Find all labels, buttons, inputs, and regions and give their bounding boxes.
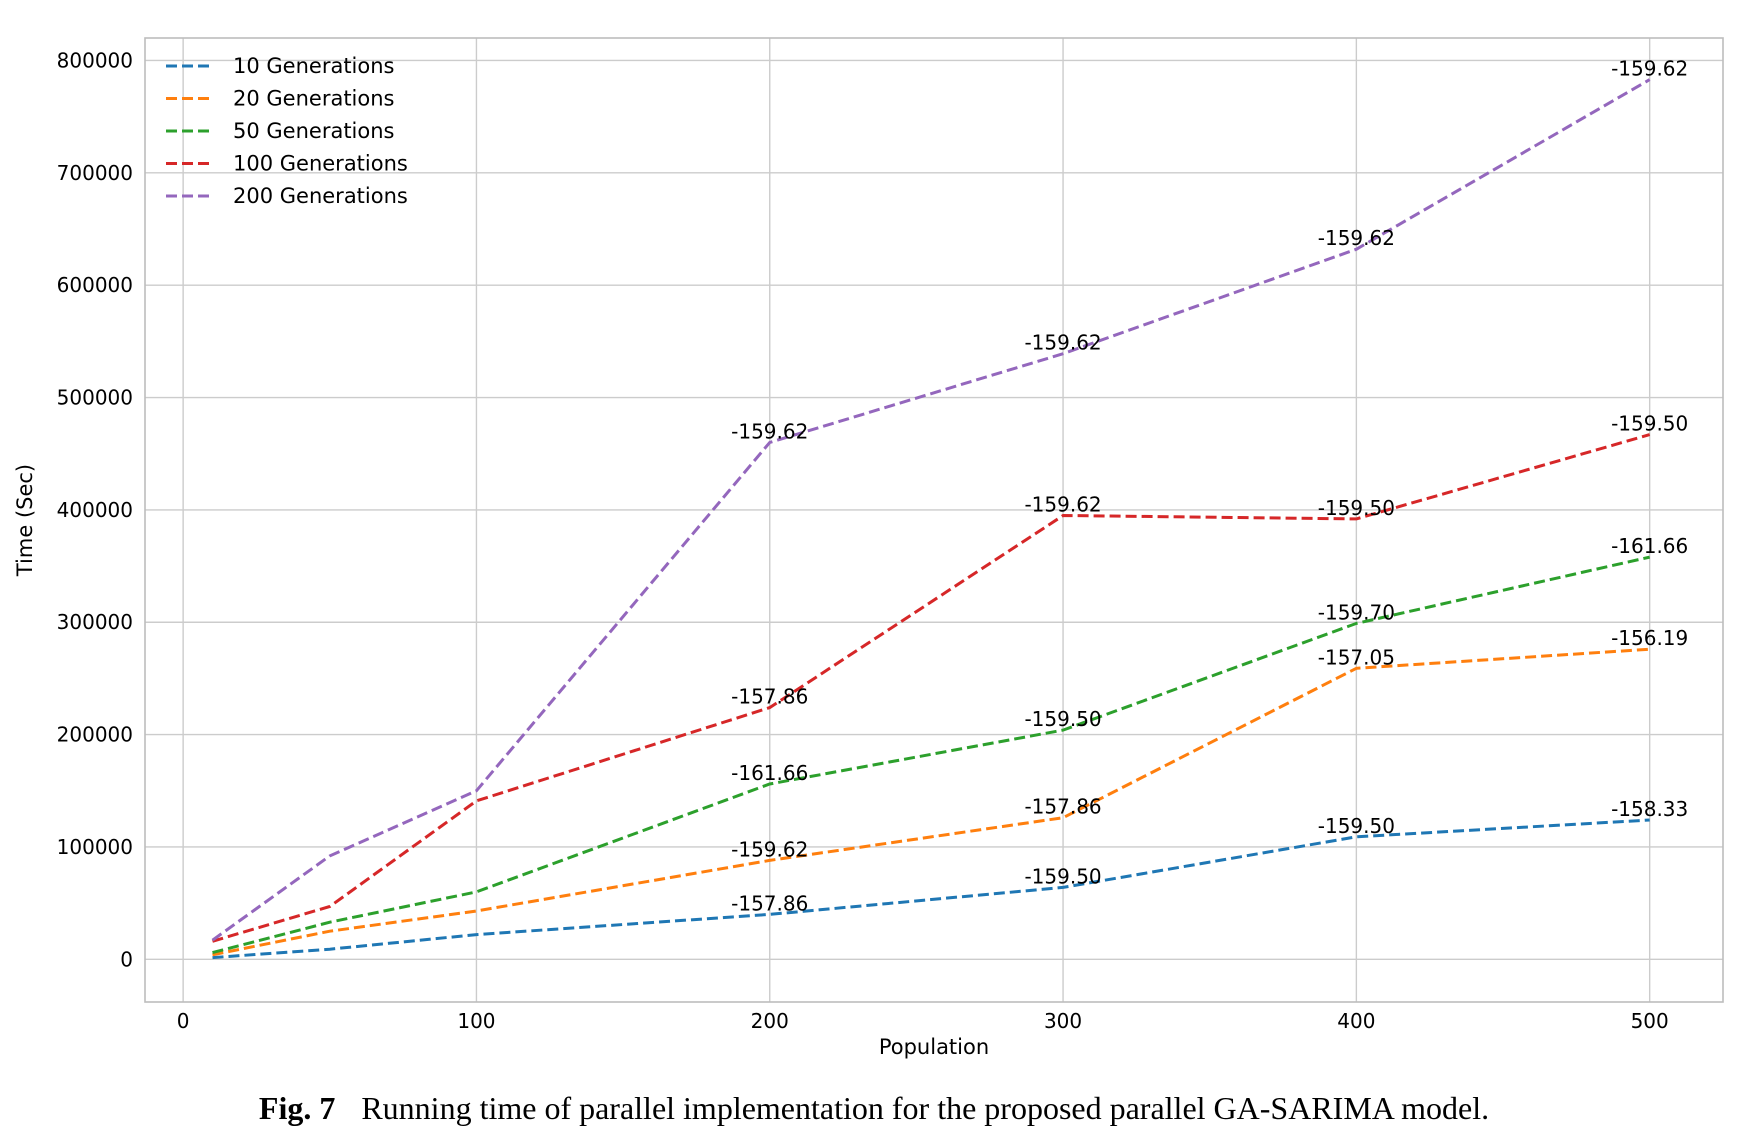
- series-line-1: [212, 818, 1650, 960]
- data-label: -159.62: [731, 419, 808, 443]
- data-label: -159.50: [1024, 707, 1101, 731]
- y-tick-label: 700000: [57, 161, 133, 185]
- y-tick-labels: 0 100000 200000 300000 400000 500000 600000 700…: [57, 48, 133, 971]
- plot-background: [145, 38, 1723, 1002]
- x-tick-label: 400: [1337, 1009, 1375, 1033]
- data-label: -159.50: [1318, 814, 1395, 838]
- legend: 10 Generations 20 Generations 50 Generatio…: [166, 54, 408, 208]
- data-annotations: -157.86 -159.50 -159.50 -158.33 -159.62 -157.…: [731, 57, 1688, 916]
- x-tick-label: 500: [1631, 1009, 1669, 1033]
- data-label: -159.50: [1318, 496, 1395, 520]
- x-tick-label: 0: [177, 1009, 190, 1033]
- data-label: -156.19: [1611, 626, 1688, 650]
- series-line-2: [212, 647, 1650, 957]
- figure-caption-label: Fig. 7: [258, 1090, 336, 1126]
- y-tick-label: 300000: [57, 610, 133, 634]
- y-tick-label: 100000: [57, 835, 133, 859]
- y-tick-label: 0: [120, 947, 133, 971]
- x-axis-label: Population: [879, 1035, 989, 1059]
- x-tick-label: 200: [751, 1009, 789, 1033]
- data-label: -158.33: [1611, 797, 1688, 821]
- data-label: -159.62: [1024, 331, 1101, 355]
- y-tick-label: 400000: [57, 498, 133, 522]
- legend-entry: 20 Generations: [233, 87, 395, 111]
- data-label: -159.62: [1024, 493, 1101, 517]
- data-label: -159.50: [1024, 864, 1101, 888]
- figure-caption-text: Running time of parallel implementation …: [361, 1090, 1490, 1126]
- line-chart: 0 100 200 300 400 500 0 100000 200000 300000 4000…: [13, 37, 1724, 1059]
- grid-lines: [145, 38, 1723, 1002]
- plot-frame: [144, 37, 1724, 1003]
- legend-entry: 50 Generations: [233, 119, 395, 143]
- data-label: -161.66: [731, 761, 808, 785]
- data-label: -157.86: [1024, 795, 1101, 819]
- y-tick-label: 600000: [57, 273, 133, 297]
- data-label: -157.05: [1318, 645, 1395, 669]
- y-axis-label: Time (Sec): [13, 464, 37, 577]
- legend-entry: 200 Generations: [233, 184, 408, 208]
- data-label: -159.62: [731, 837, 808, 861]
- y-tick-label: 500000: [57, 386, 133, 410]
- data-label: -159.50: [1611, 412, 1688, 436]
- legend-entry: 100 Generations: [233, 152, 408, 176]
- x-tick-label: 300: [1044, 1009, 1082, 1033]
- data-label: -157.86: [731, 685, 808, 709]
- data-label: -159.62: [1611, 57, 1688, 81]
- figure-caption: Fig. 7 Running time of parallel implement…: [0, 1090, 1748, 1127]
- y-tick-label: 800000: [57, 48, 133, 72]
- x-tick-labels: 0 100 200 300 400 500: [177, 1009, 1669, 1033]
- data-label: -161.66: [1611, 534, 1688, 558]
- data-label: -159.62: [1318, 226, 1395, 250]
- series-line-5: [211, 78, 1651, 942]
- x-tick-label: 100: [457, 1009, 495, 1033]
- series-line-4: [212, 433, 1651, 943]
- y-tick-label: 200000: [57, 723, 133, 747]
- series-line-3: [212, 555, 1651, 955]
- series-lines: [211, 78, 1651, 960]
- legend-entry: 10 Generations: [233, 54, 395, 78]
- data-label: -157.86: [731, 891, 808, 915]
- data-label: -159.70: [1318, 600, 1395, 624]
